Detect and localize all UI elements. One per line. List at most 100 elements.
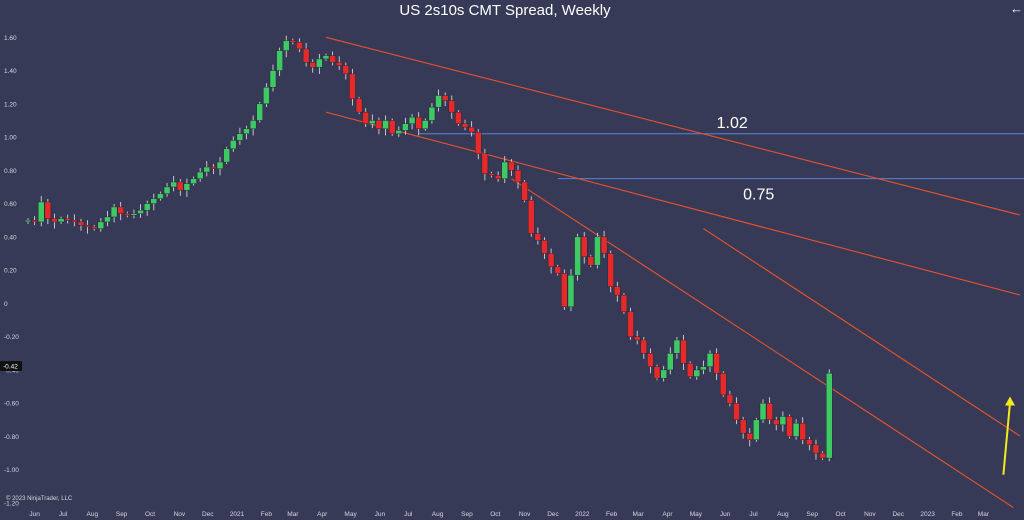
candle <box>38 201 45 223</box>
candle <box>64 218 71 221</box>
x-tick-label: May <box>344 511 357 518</box>
candle <box>448 100 455 113</box>
candle <box>302 48 310 63</box>
candle <box>97 221 105 229</box>
x-tick-label: Apr <box>317 511 328 518</box>
candle <box>680 339 687 364</box>
horizontal-levels: 1.02 0.75 <box>418 115 1024 204</box>
candle <box>203 166 210 173</box>
y-tick-label: -1.20 <box>4 501 19 508</box>
candle <box>514 170 522 183</box>
candle <box>71 220 78 223</box>
x-tick-label: Sep <box>461 511 473 518</box>
candle <box>620 294 628 312</box>
x-tick-label: Sep <box>116 511 128 518</box>
last-price-marker: -0.42 <box>0 361 22 371</box>
trendline <box>511 178 1014 508</box>
candle <box>673 339 681 354</box>
candle <box>759 403 767 421</box>
back-arrow-icon[interactable]: ← <box>1010 1 1023 16</box>
x-tick-label: Feb <box>261 511 273 518</box>
x-tick-label: Mar <box>633 511 645 518</box>
candle <box>150 198 158 204</box>
x-tick-label: Aug <box>87 511 99 518</box>
candle <box>124 213 131 216</box>
candle <box>799 422 806 440</box>
x-tick-label: Jun <box>375 511 386 518</box>
candle <box>163 186 171 194</box>
candles <box>24 35 833 462</box>
candle <box>627 311 634 337</box>
level-label: 0.75 <box>743 187 774 204</box>
candle <box>792 422 800 437</box>
candle <box>143 203 151 211</box>
candle <box>31 220 38 223</box>
candle <box>488 173 495 176</box>
candle <box>494 175 502 179</box>
y-tick-label: -0.60 <box>4 401 19 408</box>
candle <box>739 419 747 434</box>
trendline <box>703 228 1021 437</box>
candle <box>230 140 237 149</box>
candle <box>355 98 363 113</box>
candle <box>130 213 138 216</box>
candle <box>183 183 191 191</box>
y-tick-label: -1.00 <box>4 467 19 474</box>
y-tick-label: -0.80 <box>4 434 19 441</box>
candle <box>415 116 422 129</box>
y-tick-label: 1.20 <box>4 101 17 108</box>
candle <box>283 40 290 51</box>
candle <box>693 369 700 377</box>
y-tick-label: 0 <box>4 301 8 308</box>
candle <box>753 419 760 440</box>
candle <box>554 266 561 274</box>
candle <box>720 373 727 396</box>
candle <box>819 452 826 459</box>
candle <box>236 133 244 141</box>
candle <box>44 201 52 219</box>
candle <box>600 236 608 254</box>
candle <box>561 273 568 307</box>
candle <box>157 193 164 199</box>
candle <box>388 120 396 134</box>
candle <box>249 120 257 129</box>
candle <box>435 95 442 108</box>
candle <box>468 126 475 133</box>
x-tick-label: Aug <box>777 511 789 518</box>
candle <box>170 181 177 188</box>
candle <box>481 153 489 174</box>
y-tick-label: 0.20 <box>4 268 17 275</box>
candle <box>647 353 654 367</box>
candle <box>706 353 714 367</box>
candle <box>508 161 515 171</box>
candle <box>110 206 118 218</box>
candle <box>713 353 720 374</box>
candle <box>726 394 734 404</box>
candle <box>322 55 330 60</box>
candle <box>190 178 197 184</box>
candle <box>826 373 833 459</box>
candle <box>534 233 542 241</box>
candle <box>653 366 661 379</box>
candle <box>137 210 144 214</box>
x-tick-label: Feb <box>606 511 618 518</box>
candle <box>256 103 263 121</box>
x-tick-label: Feb <box>951 511 963 518</box>
candle <box>587 256 595 266</box>
level-label: 1.02 <box>717 115 748 132</box>
x-tick-label: May <box>690 511 703 518</box>
arrow-shaft <box>1002 402 1011 475</box>
last-price-label: -0.42 <box>3 364 18 371</box>
x-tick-label: Nov <box>174 511 186 518</box>
trendline <box>325 111 1021 296</box>
candle <box>441 95 449 101</box>
candle <box>309 62 316 68</box>
candle <box>461 123 469 128</box>
candle <box>210 166 217 169</box>
candle <box>408 116 416 124</box>
x-tick-label: Jul <box>59 511 68 518</box>
candle <box>276 50 283 71</box>
candle <box>640 339 648 354</box>
x-tick-label: Dec <box>202 511 214 518</box>
y-axis: 1.60 1.40 1.20 1.00 0.80 0.60 0.40 0.20 0 -0.20 -0… <box>4 35 19 508</box>
